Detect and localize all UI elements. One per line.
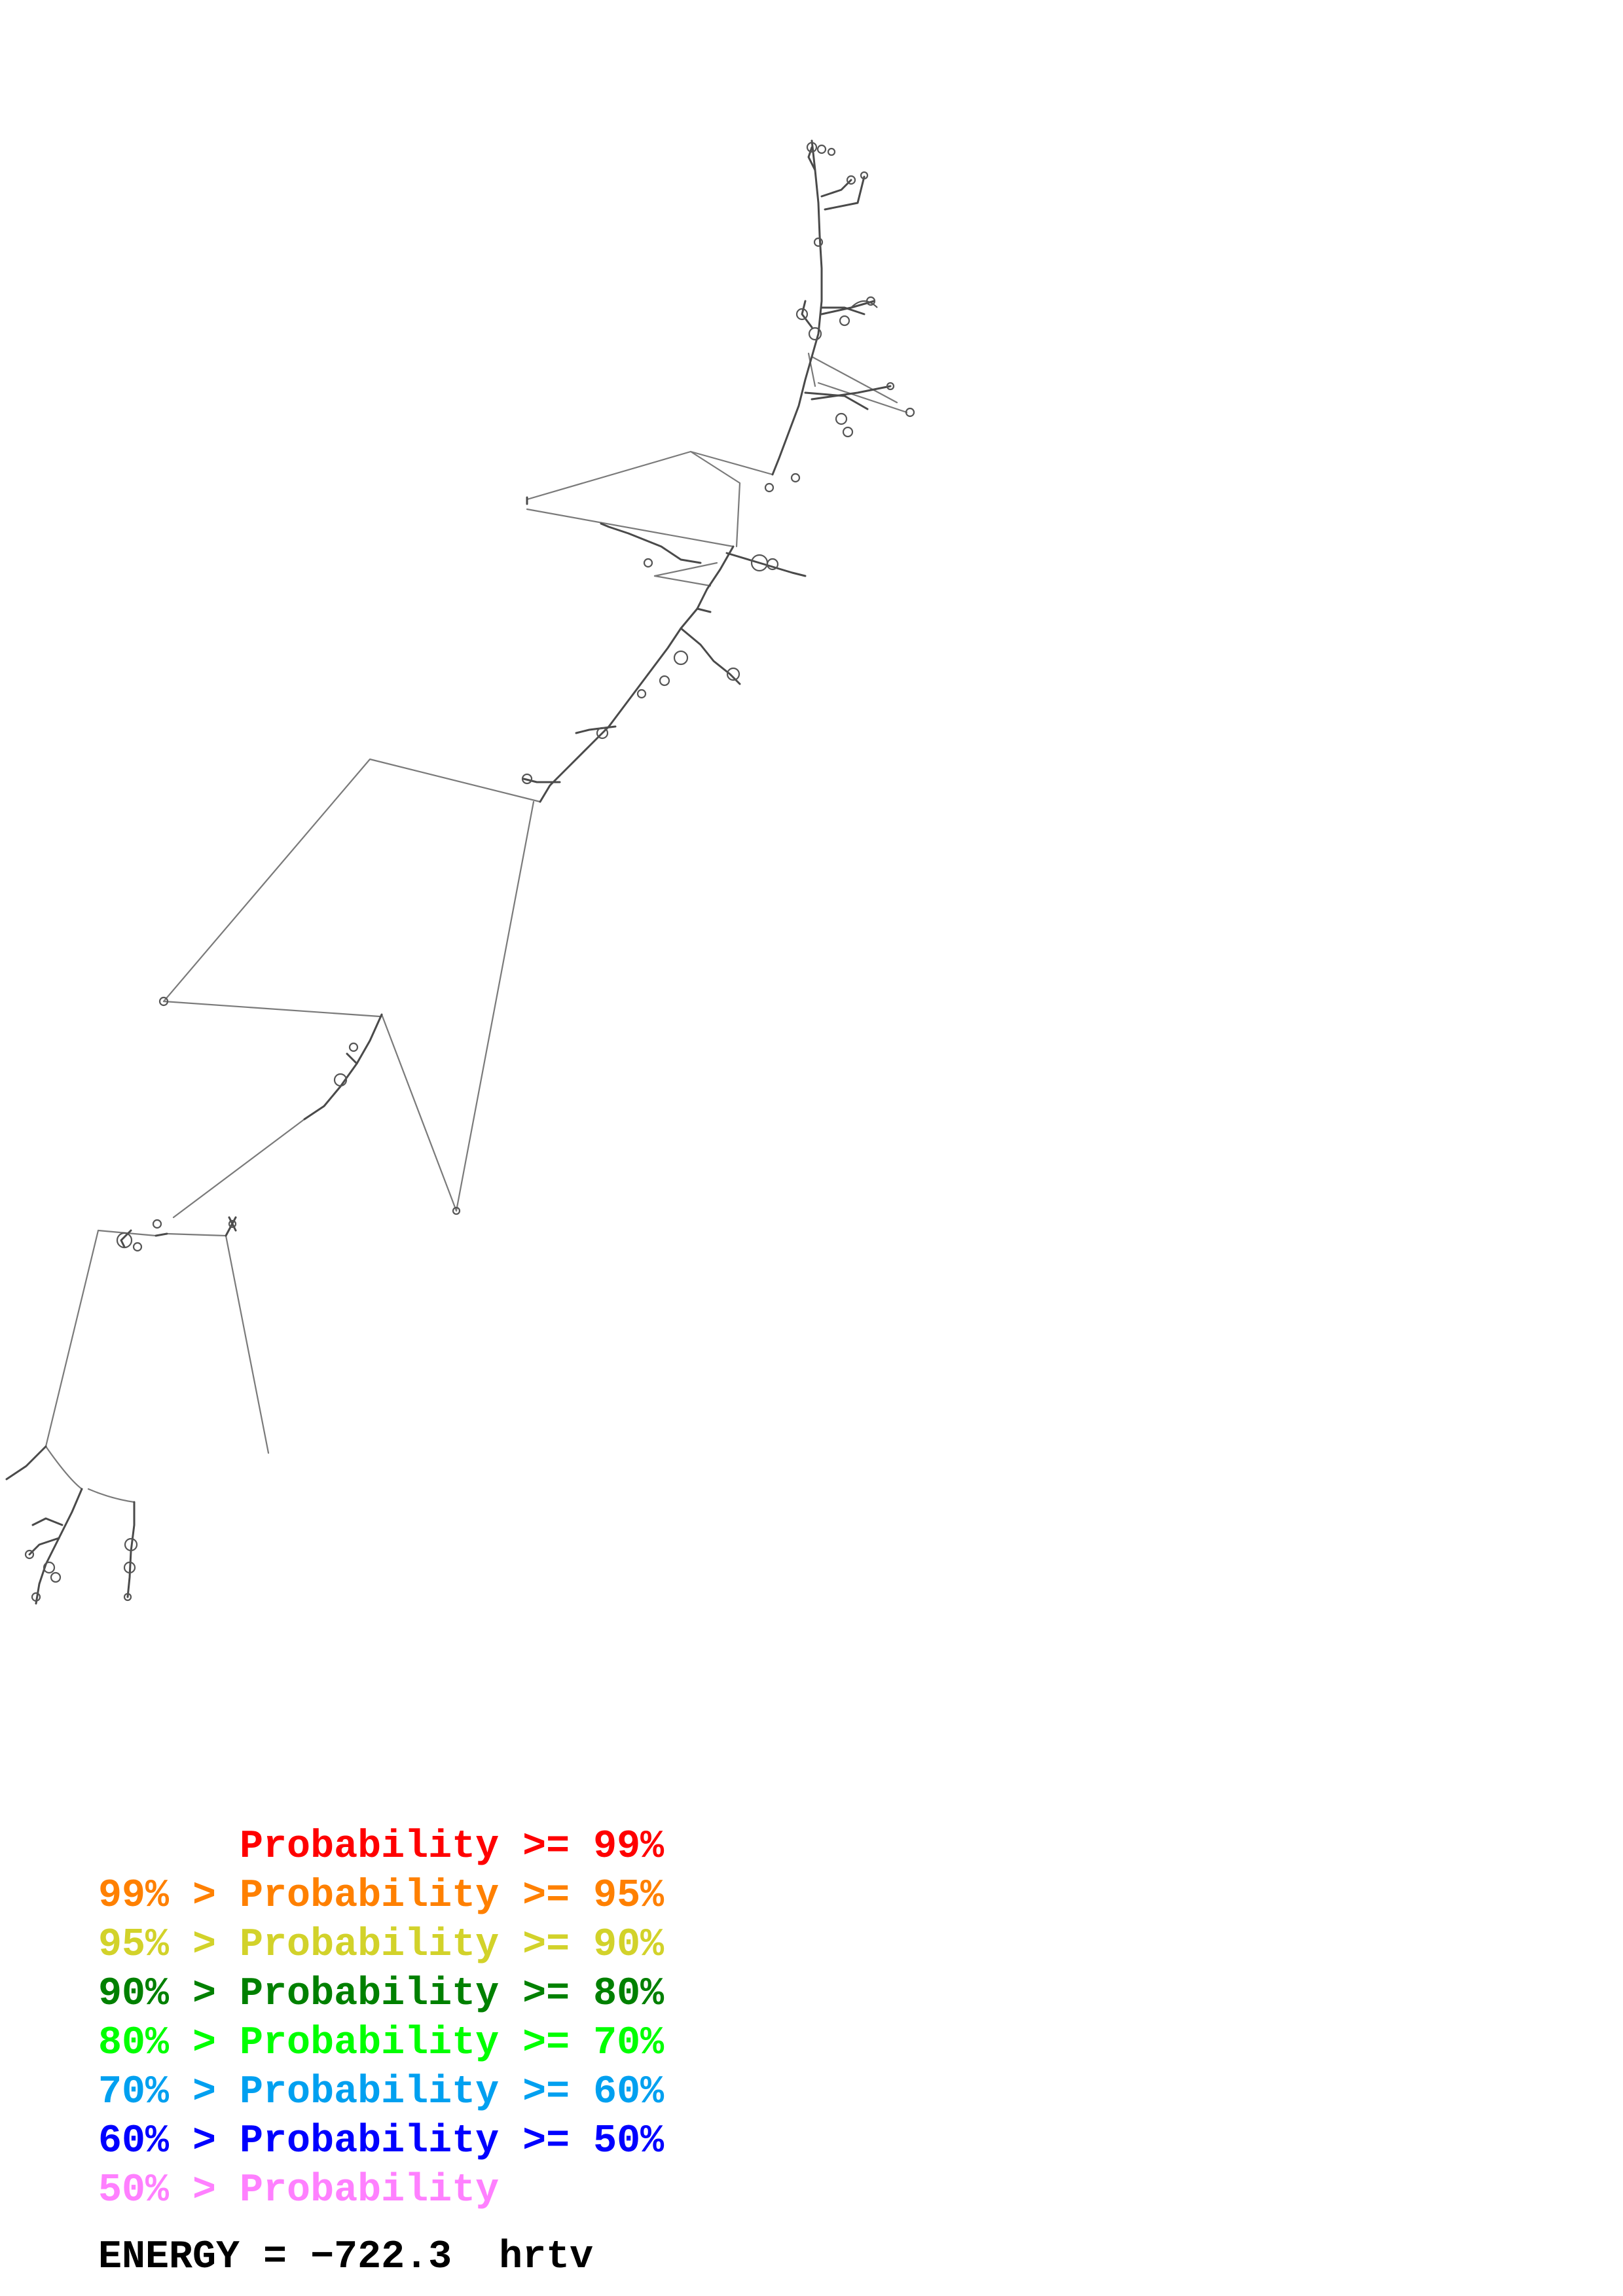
legend-label: Probability <box>240 1874 500 1918</box>
energy-prefix: ENERGY = <box>98 2235 287 2280</box>
legend-label: Probability <box>240 1825 500 1869</box>
hairpin-stems <box>28 146 892 1556</box>
legend-label: Probability <box>240 2119 500 2164</box>
helix-segments <box>5 139 823 1605</box>
legend-threshold: 50% > <box>98 2168 217 2213</box>
legend-row: 90% > Probability >= 80% <box>98 1970 664 2019</box>
legend-row: 60% > Probability >= 50% <box>98 2117 664 2166</box>
backbone-connectors <box>45 352 908 1503</box>
legend-bound: >= 99% <box>522 1825 665 1869</box>
rna-secondary-structure-drawing <box>5 139 915 1605</box>
legend-threshold: 95% > <box>98 1923 217 1967</box>
probability-legend: Probability >= 99% 99% > Probability >= 9… <box>98 1823 664 2215</box>
legend-bound: >= 80% <box>522 1972 665 2017</box>
legend-label: Probability <box>240 1972 500 2017</box>
legend-threshold: 99% > <box>98 1874 217 1918</box>
legend-bound: >= 90% <box>522 1923 665 1967</box>
energy-label: ENERGY = −722.3 hrtv <box>98 2235 593 2280</box>
legend-bound: >= 50% <box>522 2119 665 2164</box>
legend-threshold: 80% > <box>98 2021 217 2066</box>
legend-label: Probability <box>240 2168 500 2213</box>
legend-row: 95% > Probability >= 90% <box>98 1921 664 1970</box>
legend-row: 99% > Probability >= 95% <box>98 1872 664 1921</box>
structure-name: hrtv <box>499 2235 594 2280</box>
loops <box>24 141 915 1602</box>
legend-label: Probability <box>240 1923 500 1967</box>
legend-row: 50% > Probability <box>98 2166 664 2215</box>
legend-label: Probability <box>240 2021 500 2066</box>
legend-threshold: 90% > <box>98 1972 217 2017</box>
legend-bound: >= 70% <box>522 2021 665 2066</box>
legend-row: 80% > Probability >= 70% <box>98 2019 664 2068</box>
legend-threshold: 70% > <box>98 2070 217 2115</box>
legend-threshold <box>98 1825 216 1869</box>
legend-threshold: 60% > <box>98 2119 217 2164</box>
energy-value: −722.3 <box>310 2235 452 2280</box>
legend-bound: >= 95% <box>522 1874 665 1918</box>
legend-bound: >= 60% <box>522 2070 665 2115</box>
legend-row: 70% > Probability >= 60% <box>98 2068 664 2117</box>
legend-label: Probability <box>240 2070 500 2115</box>
legend-row: Probability >= 99% <box>98 1823 664 1872</box>
